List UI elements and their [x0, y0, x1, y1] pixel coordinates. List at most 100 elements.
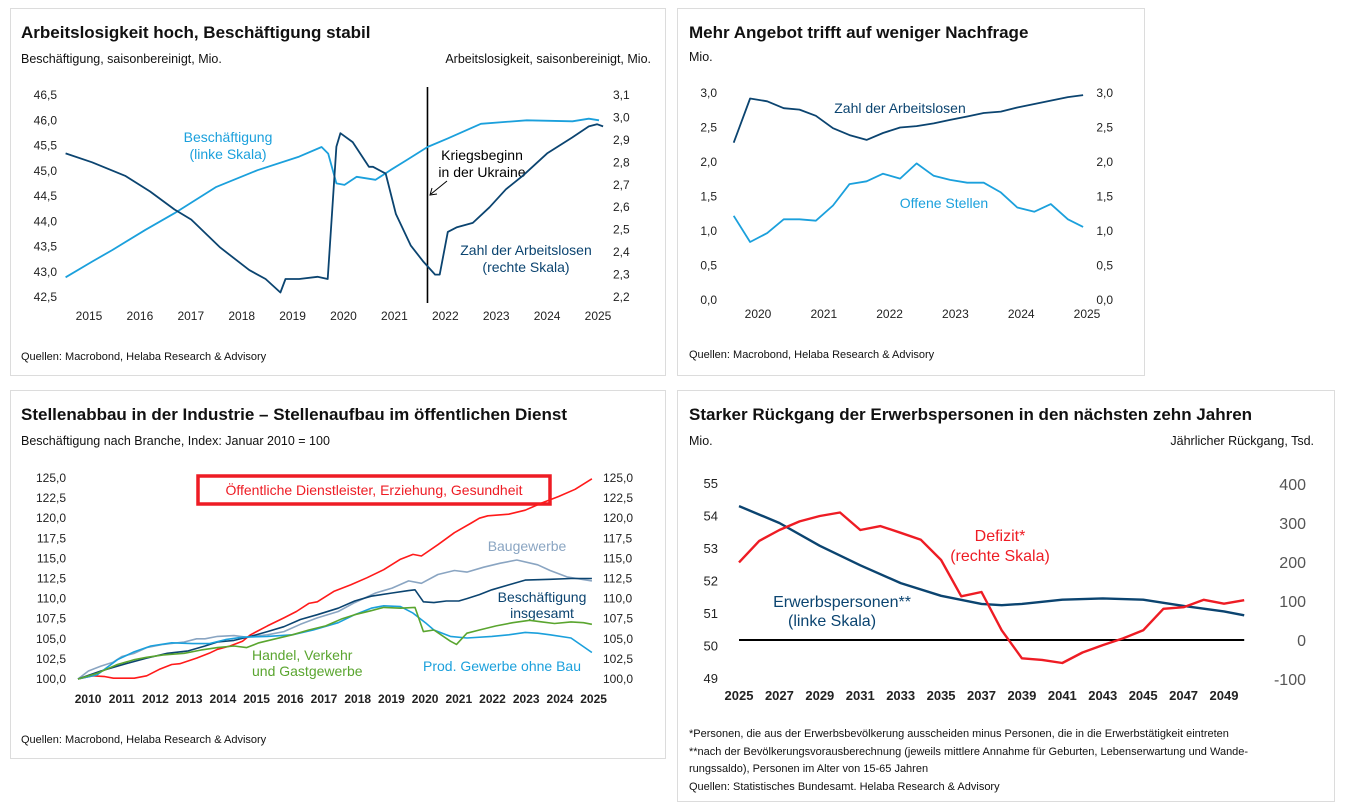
y-tick-left: 125,0 [36, 471, 66, 485]
y-tick-right: 1,5 [1096, 190, 1113, 204]
series-label-total: Beschäftigung [498, 589, 587, 605]
y-tick-left: 52 [704, 574, 718, 589]
x-tick-label: 2029 [805, 688, 834, 703]
panel-labor-force [677, 390, 1335, 802]
series-line-handel-verkehr-und-gastgewerbe [77, 606, 593, 680]
x-tick-label: 2015 [243, 692, 270, 706]
series-line-öffentliche-dienstleister-erziehung-gesundheit [77, 478, 593, 680]
y-tick-right: 100,0 [603, 672, 633, 686]
y-tick-right: 122,5 [603, 491, 633, 505]
y-tick-right: 105,0 [603, 632, 633, 646]
y-tick-right: 0 [1297, 633, 1306, 650]
y-tick-left: 55 [704, 476, 718, 491]
source-note: Quellen: Macrobond, Helaba Research & Ad… [21, 351, 267, 363]
y-tick-right: 102,5 [603, 652, 633, 666]
series-label-deficit: Defizit* [975, 528, 1026, 545]
vline-label-2: in der Ukraine [438, 164, 525, 180]
x-tick-label: 2047 [1169, 688, 1198, 703]
x-tick-label: 2014 [210, 692, 237, 706]
y-tick-right: 107,5 [603, 612, 633, 626]
y-tick-left: 46,5 [34, 88, 58, 102]
y-tick-left: 43,5 [34, 240, 58, 254]
y-tick-left: 2,0 [700, 155, 717, 169]
y-tick-left: 42,5 [34, 290, 58, 304]
y-tick-left: 110,0 [37, 592, 66, 606]
x-tick-label: 2021 [381, 309, 408, 323]
x-tick-label: 2012 [142, 692, 169, 706]
y-tick-right: 2,6 [613, 200, 630, 214]
x-tick-label: 2020 [330, 309, 357, 323]
series-line-beschäftigung-insgesamt [77, 577, 592, 680]
x-tick-label: 2043 [1088, 688, 1117, 703]
x-tick-label: 2011 [109, 692, 135, 706]
source-note: Quellen: Statistisches Bundesamt. Helaba… [689, 781, 1000, 793]
y-tick-left: 117,5 [37, 531, 66, 545]
y-tick-right: 1,0 [1096, 224, 1113, 238]
x-tick-label: 2033 [886, 688, 915, 703]
chart-2: 0,0 0,5 1,0 1,5 2,0 2,5 3,0 0,0 0,5 1,0 1,5 2,0 2,5 3… [700, 86, 1113, 321]
series-line-beschäftigung [65, 117, 600, 279]
y-tick-left: 1,5 [700, 190, 717, 204]
series-label-public: Öffentliche Dienstleister, Erziehung, Ge… [225, 481, 522, 498]
series-label-laborforce: Erwerbspersonen** [773, 594, 911, 611]
y-tick-left: 54 [704, 509, 718, 524]
series-label-total-2: insgesamt [510, 605, 574, 621]
footnote: *Personen, die aus der Erwerbsbevölkerun… [689, 728, 1229, 740]
x-tick-label: 2021 [810, 307, 837, 321]
x-tick-label: 2025 [1074, 307, 1101, 321]
chart-title: Starker Rückgang der Erwerbspersonen in … [689, 405, 1252, 424]
series-line-zahl-der-arbeitslosen [732, 94, 1084, 144]
arrow-icon [429, 180, 448, 196]
x-tick-label: 2049 [1210, 688, 1239, 703]
x-tick-label: 2037 [967, 688, 996, 703]
x-tick-label: 2031 [846, 688, 875, 703]
series-label-trade: Handel, Verkehr [252, 647, 353, 663]
source-note: Quellen: Macrobond, Helaba Research & Ad… [689, 349, 935, 361]
y-tick-right: 300 [1279, 516, 1306, 533]
y-tick-right: 100 [1279, 594, 1306, 611]
x-tick-label: 2023 [483, 309, 510, 323]
x-tick-label: 2022 [479, 692, 506, 706]
x-tick-label: 2025 [580, 692, 607, 706]
y-tick-right: 2,0 [1096, 155, 1113, 169]
y-tick-right: 2,2 [613, 290, 630, 304]
y-tick-left: 115,0 [37, 551, 66, 565]
x-tick-label: 2025 [585, 309, 612, 323]
y-tick-right: 2,7 [613, 178, 630, 192]
x-tick-label: 2022 [432, 309, 459, 323]
left-axis-label: Mio. [689, 434, 713, 448]
series-line-defizit [738, 511, 1245, 665]
y-tick-right: 200 [1279, 555, 1306, 572]
footnote: rungssaldo), Personen im Alter von 15-65… [689, 763, 928, 775]
y-tick-right: 2,5 [1096, 121, 1113, 135]
y-tick-left: 112,5 [37, 572, 66, 586]
series-line-baugewerbe [77, 559, 593, 680]
y-tick-right: 0,0 [1096, 293, 1113, 307]
y-tick-left: 49 [704, 671, 718, 686]
series-label-unemployed: Zahl der Arbeitslosen [460, 242, 592, 258]
x-tick-label: 2024 [534, 309, 561, 323]
x-tick-label: 2010 [75, 692, 102, 706]
x-tick-label: 2020 [412, 692, 439, 706]
y-tick-right: 115,0 [603, 551, 632, 565]
y-tick-right: 2,9 [613, 133, 630, 147]
y-tick-right: 117,5 [603, 531, 632, 545]
series-line-offene-stellen [732, 162, 1084, 243]
x-tick-label: 2017 [177, 309, 204, 323]
x-tick-label: 2018 [228, 309, 255, 323]
x-tick-label: 2021 [445, 692, 472, 706]
x-tick-label: 2017 [311, 692, 338, 706]
series-line-erwerbspersonen [738, 504, 1245, 617]
series-label-construction: Baugewerbe [488, 538, 567, 554]
y-tick-left: 3,0 [700, 86, 717, 100]
series-line-zahl-der-arbeitslosen [65, 123, 604, 294]
x-tick-label: 2015 [76, 309, 103, 323]
x-tick-label: 2024 [1008, 307, 1035, 321]
chart-title: Mehr Angebot trifft auf weniger Nachfrag… [689, 23, 1028, 42]
y-tick-left: 45,5 [34, 139, 58, 153]
x-tick-label: 2020 [745, 307, 772, 321]
chart-1: 42,543,043,544,044,545,045,546,046,52,22… [34, 87, 630, 323]
highlight-box [196, 474, 552, 506]
series-label-trade-2: und Gastgewerbe [252, 663, 363, 679]
